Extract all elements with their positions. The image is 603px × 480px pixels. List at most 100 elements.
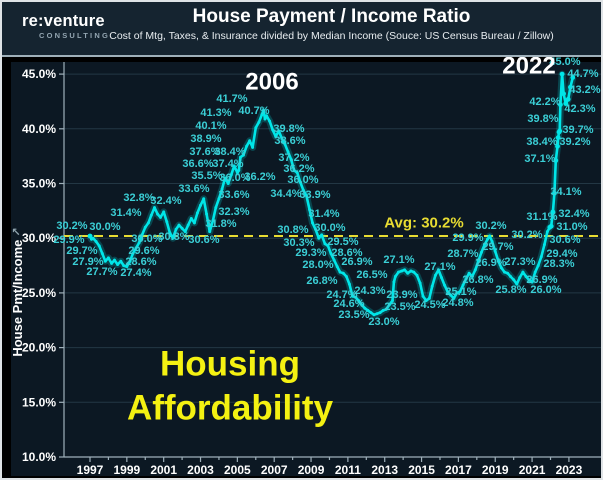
data-point — [248, 139, 252, 143]
data-point — [217, 197, 221, 201]
data-point — [183, 230, 187, 234]
point-label: 32.8% — [123, 192, 154, 204]
data-point — [153, 206, 156, 210]
point-label: 27.1% — [383, 254, 414, 266]
point-label: 40.1% — [195, 120, 226, 132]
point-label: 29.7% — [482, 241, 513, 253]
data-point — [351, 294, 354, 298]
data-point — [308, 208, 312, 212]
data-point — [393, 275, 397, 278]
x-axis-ticks: 1997 1999 2001 2003 2005 2007 2009 2011 2013 2015… — [77, 457, 583, 477]
data-point — [162, 210, 166, 214]
data-point — [530, 280, 534, 284]
data-point — [421, 294, 425, 298]
left-margin — [2, 62, 11, 478]
point-label: 23.0% — [368, 316, 399, 328]
point-label: 34.1% — [550, 186, 581, 198]
data-point — [561, 91, 566, 97]
y-axis-title: House Pmt/Income ↗ — [10, 227, 25, 356]
point-label: 31.0% — [556, 221, 587, 233]
data-point — [363, 306, 367, 310]
data-point — [427, 296, 431, 300]
data-point — [262, 108, 265, 112]
data-point — [168, 231, 172, 235]
data-point — [503, 270, 506, 274]
data-point — [553, 158, 559, 163]
data-point — [317, 236, 321, 240]
data-point — [568, 84, 573, 90]
point-label: 30.0% — [89, 221, 120, 233]
data-point — [274, 135, 278, 138]
data-point — [565, 96, 571, 102]
data-point — [286, 150, 290, 154]
data-point — [461, 283, 465, 287]
point-label: 30.6% — [549, 234, 580, 246]
data-point — [260, 113, 264, 117]
data-point — [177, 223, 181, 227]
data-point — [208, 230, 212, 234]
data-point — [156, 212, 160, 216]
point-label: 26.9% — [341, 256, 372, 268]
point-label: 39.7% — [562, 124, 593, 136]
data-point — [143, 225, 147, 229]
point-label: 27.9% — [72, 256, 103, 268]
trend-arrow-icon: ↗ — [11, 227, 23, 239]
data-point — [254, 126, 258, 130]
data-point — [292, 168, 296, 172]
data-point — [369, 311, 373, 315]
point-label: 32.4% — [150, 195, 181, 207]
data-point — [483, 243, 487, 247]
data-point — [341, 271, 345, 275]
data-point — [103, 259, 107, 263]
x-tick-label: 2007 — [261, 463, 288, 477]
data-point — [381, 308, 385, 312]
point-label: 28.6% — [331, 247, 362, 259]
point-label: 27.1% — [424, 261, 455, 273]
point-label: 36.0% — [287, 174, 318, 186]
data-point — [171, 236, 175, 240]
point-label: 31.8% — [205, 218, 236, 230]
point-label: 23.5% — [338, 309, 369, 321]
data-point — [140, 233, 144, 237]
point-label: 44.7% — [567, 68, 598, 80]
data-point — [335, 265, 339, 269]
point-label: 30.3% — [283, 237, 314, 249]
point-label: 32.3% — [218, 206, 249, 218]
data-point — [455, 291, 459, 295]
point-label: 38.4% — [214, 146, 245, 158]
point-label: 26.0% — [530, 284, 561, 296]
data-point — [372, 313, 376, 317]
point-label: 36.2% — [244, 171, 275, 183]
data-point — [214, 206, 218, 210]
data-point — [186, 223, 190, 227]
point-label: 30.2% — [56, 220, 87, 232]
data-point — [119, 259, 123, 263]
data-point — [392, 280, 396, 284]
point-label: 23.9% — [386, 289, 417, 301]
point-label: 24.3% — [354, 285, 385, 297]
x-tick-label: 1997 — [77, 463, 104, 477]
data-point — [387, 303, 391, 307]
data-point — [251, 145, 255, 149]
y-tick-label: 10.0% — [22, 450, 56, 464]
data-point — [304, 194, 308, 197]
data-point — [449, 293, 453, 297]
data-point — [360, 303, 364, 307]
point-label: 37.1% — [524, 153, 555, 165]
data-point — [452, 296, 456, 300]
brand-name: re:venture — [22, 12, 105, 30]
data-point — [91, 236, 95, 240]
data-point — [548, 223, 554, 229]
y-tick-label: 15.0% — [22, 395, 56, 409]
point-label: 45.0% — [549, 57, 580, 68]
point-label: 29.9% — [53, 234, 84, 246]
point-label: 26.8% — [462, 274, 493, 286]
x-tick-label: 2017 — [445, 463, 472, 477]
data-point — [110, 261, 114, 265]
data-point — [424, 299, 428, 303]
x-tick-label: 2015 — [408, 463, 435, 477]
data-point — [418, 281, 422, 285]
point-label: 27.3% — [504, 256, 535, 268]
data-point — [490, 240, 494, 243]
point-label: 37.6% — [189, 146, 220, 158]
